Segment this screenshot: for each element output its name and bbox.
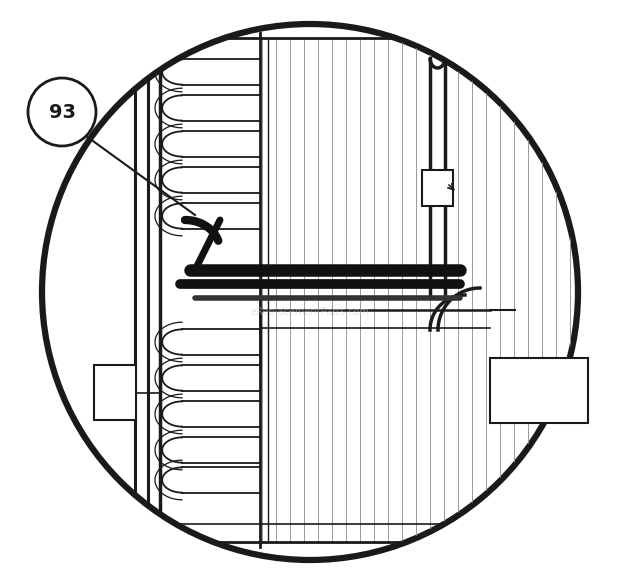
Text: eReplacementParts.com: eReplacementParts.com (250, 307, 370, 317)
Circle shape (28, 78, 96, 146)
Text: 93: 93 (48, 103, 76, 121)
Bar (422, 170, 453, 206)
Circle shape (42, 24, 578, 560)
Bar (490, 358, 588, 423)
Bar (94, 365, 136, 420)
